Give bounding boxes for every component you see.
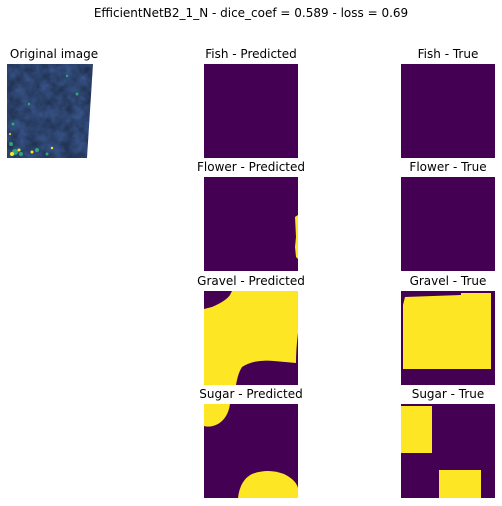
gravel-predicted-mask xyxy=(204,291,298,385)
flower-predicted-title: Flower - Predicted xyxy=(197,160,305,174)
figure-title: EfficientNetB2_1_N - dice_coef = 0.589 -… xyxy=(93,6,409,20)
sugar-predicted-title: Sugar - Predicted xyxy=(199,387,303,401)
flower-true-mask xyxy=(401,177,495,271)
gravel-true-title: Gravel - True xyxy=(409,274,487,288)
original-image xyxy=(7,64,101,158)
gravel-true-mask xyxy=(401,291,495,385)
fish-predicted-title: Fish - Predicted xyxy=(205,47,297,61)
flower-true-title: Flower - True xyxy=(409,160,487,174)
fish-true-mask xyxy=(401,64,495,158)
flower-predicted-mask xyxy=(204,177,298,271)
fish-predicted-mask xyxy=(204,64,298,158)
original-image-title: Original image xyxy=(9,47,99,61)
sugar-predicted-mask xyxy=(204,404,298,498)
gravel-predicted-title: Gravel - Predicted xyxy=(197,274,305,288)
fish-true-title: Fish - True xyxy=(417,47,479,61)
sugar-true-title: Sugar - True xyxy=(411,387,485,401)
sugar-true-mask xyxy=(401,404,495,498)
